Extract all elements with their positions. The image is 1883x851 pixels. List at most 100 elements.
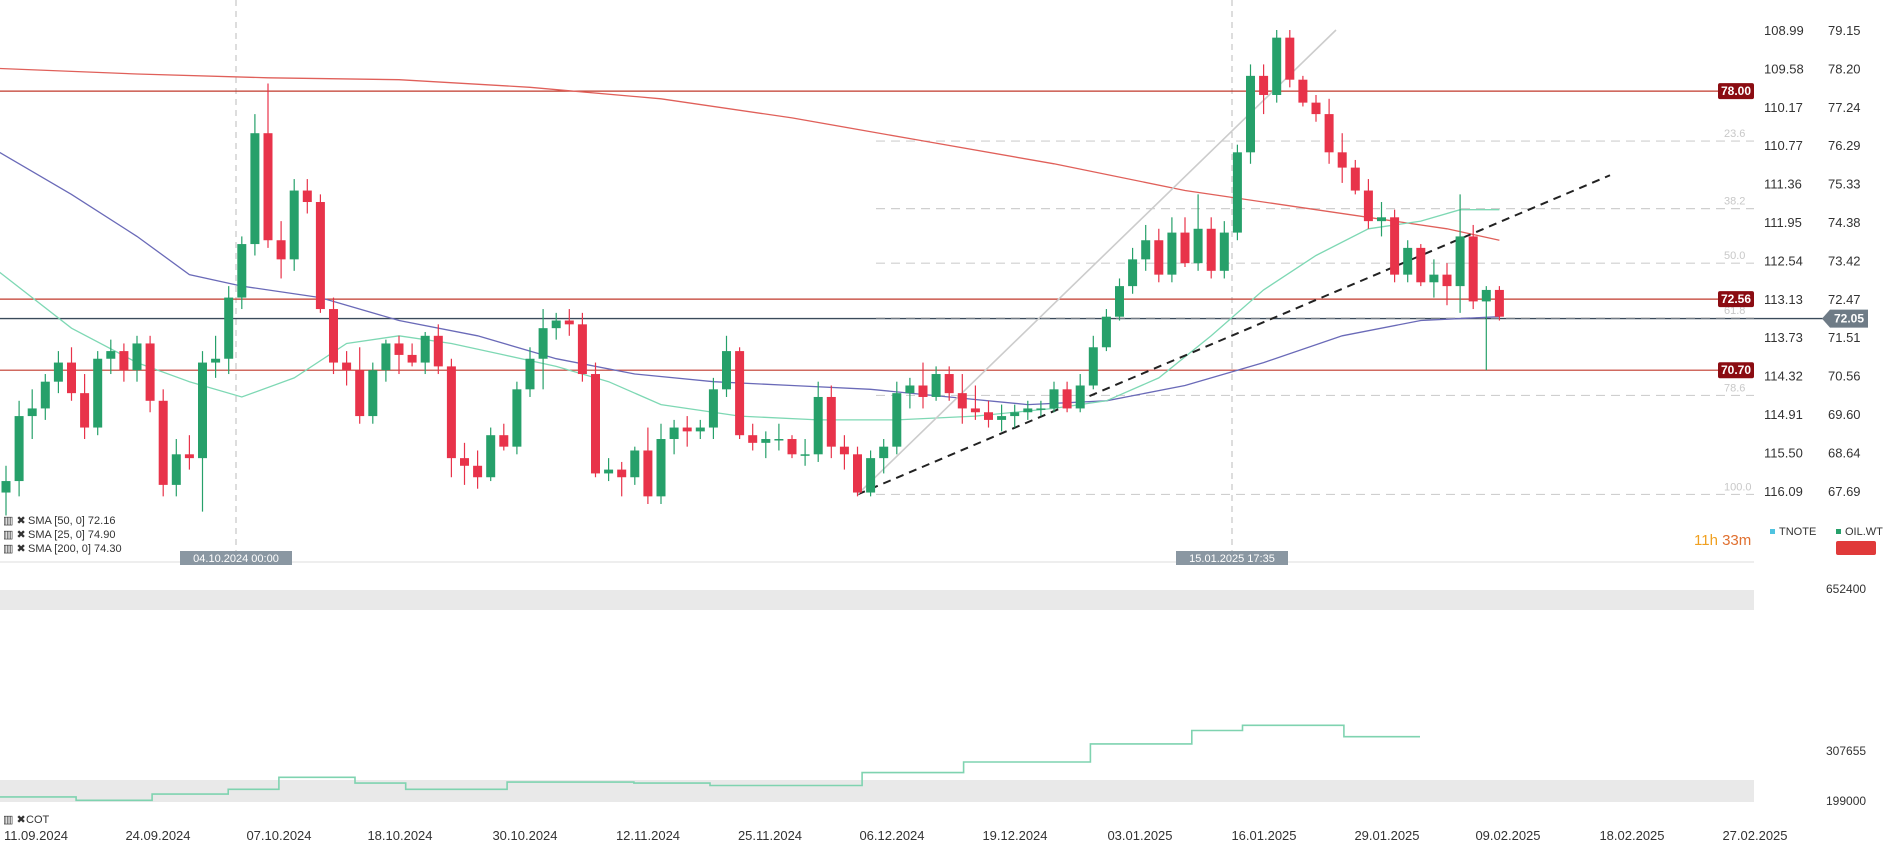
candle-body[interactable] — [1285, 37, 1295, 80]
candle-body[interactable] — [1442, 274, 1452, 287]
candle[interactable] — [80, 374, 90, 440]
candle-body[interactable] — [525, 358, 535, 390]
candle-body[interactable] — [564, 320, 574, 325]
candle-body[interactable] — [1062, 389, 1072, 409]
candle[interactable] — [892, 381, 902, 455]
candle-body[interactable] — [302, 190, 312, 203]
candle-body[interactable] — [407, 354, 417, 363]
candle-body[interactable] — [158, 400, 168, 485]
candle-body[interactable] — [708, 389, 718, 428]
candle[interactable] — [473, 450, 483, 489]
candle-body[interactable] — [656, 439, 666, 497]
candle[interactable] — [1141, 224, 1151, 271]
candle[interactable] — [276, 221, 286, 279]
level-badges[interactable]: 78.00 72.56 70.70 72.05 — [1718, 83, 1868, 379]
candle[interactable] — [564, 309, 574, 336]
candle-body[interactable] — [40, 381, 50, 409]
candle-body[interactable] — [1219, 232, 1229, 271]
candle-body[interactable] — [1023, 408, 1033, 413]
candle[interactable] — [198, 351, 207, 512]
candle[interactable] — [1350, 159, 1360, 195]
candle[interactable] — [512, 381, 522, 455]
candle[interactable] — [394, 335, 404, 375]
sma-legend-item[interactable]: ▥ ✖ SMA [200, 0] 74.30 — [3, 543, 122, 555]
candle[interactable] — [944, 366, 954, 401]
candle-body[interactable] — [1259, 75, 1269, 95]
candle[interactable] — [93, 351, 103, 436]
candle[interactable] — [970, 385, 980, 420]
sma-legend-item[interactable]: ▥ ✖ SMA [25, 0] 74.90 — [3, 529, 115, 541]
candle-body[interactable] — [682, 427, 692, 432]
candle-body[interactable] — [14, 416, 24, 482]
candle-body[interactable] — [512, 389, 522, 447]
instrument-legend[interactable]: TNOTE OIL.WTI — [1770, 526, 1883, 555]
candle-body[interactable] — [486, 435, 496, 478]
candle-body[interactable] — [329, 309, 338, 363]
candle-body[interactable] — [853, 454, 862, 493]
candle-body[interactable] — [892, 393, 902, 447]
candle-body[interactable] — [1128, 259, 1138, 287]
candle-body[interactable] — [342, 362, 352, 371]
candle[interactable] — [158, 389, 168, 497]
candle-body[interactable] — [184, 454, 194, 459]
candle[interactable] — [27, 389, 37, 440]
candle-body[interactable] — [1101, 316, 1111, 348]
candle-body[interactable] — [1246, 75, 1255, 153]
candle-body[interactable] — [1036, 408, 1046, 410]
candle-body[interactable] — [1337, 152, 1347, 168]
candle[interactable] — [40, 374, 50, 420]
candle[interactable] — [604, 458, 614, 482]
candle[interactable] — [656, 423, 666, 504]
candle[interactable] — [538, 309, 548, 390]
candle[interactable] — [957, 374, 967, 424]
candle[interactable] — [355, 347, 365, 424]
candle-body[interactable] — [1324, 114, 1334, 153]
candle[interactable] — [381, 339, 391, 382]
candle[interactable] — [407, 343, 417, 367]
candle[interactable] — [1363, 179, 1373, 229]
candle-body[interactable] — [355, 370, 365, 417]
candle[interactable] — [1442, 263, 1452, 306]
candle[interactable] — [224, 286, 234, 375]
cot-legend[interactable]: ▥ ✖ COT — [3, 814, 50, 826]
candle[interactable] — [1272, 30, 1282, 103]
level-price-badge[interactable]: 70.70 — [1718, 362, 1754, 379]
candle-body[interactable] — [198, 362, 207, 459]
candle[interactable] — [53, 351, 63, 394]
candle[interactable] — [171, 439, 181, 497]
candle-body[interactable] — [263, 133, 273, 241]
candle-body[interactable] — [368, 370, 378, 417]
candle[interactable] — [1377, 202, 1386, 237]
candle[interactable] — [774, 423, 784, 451]
candle-body[interactable] — [630, 450, 640, 478]
candle[interactable] — [368, 362, 378, 424]
candle[interactable] — [145, 335, 155, 413]
candle-body[interactable] — [761, 439, 771, 443]
candle[interactable] — [866, 450, 876, 497]
candle-body[interactable] — [905, 385, 915, 394]
level-price-badge[interactable]: 72.56 — [1718, 291, 1754, 308]
candle-body[interactable] — [787, 439, 797, 455]
sma-legend-item[interactable]: ▥ ✖ SMA [50, 0] 72.16 — [3, 515, 115, 527]
candle-body[interactable] — [813, 396, 823, 455]
candle[interactable] — [1246, 64, 1255, 164]
candle-body[interactable] — [944, 374, 954, 394]
candle[interactable] — [119, 343, 129, 382]
candle[interactable] — [1023, 400, 1033, 420]
candle-body[interactable] — [446, 366, 456, 459]
candle-body[interactable] — [1075, 385, 1085, 409]
candle[interactable] — [446, 358, 456, 478]
candle-body[interactable] — [997, 416, 1007, 420]
candle[interactable] — [722, 335, 731, 397]
candle[interactable] — [1101, 309, 1111, 352]
candle-body[interactable] — [1363, 190, 1373, 222]
candle[interactable] — [237, 236, 247, 310]
candle-body[interactable] — [984, 412, 993, 420]
candle[interactable] — [617, 461, 627, 497]
candle-body[interactable] — [1494, 289, 1504, 317]
candle-body[interactable] — [591, 374, 600, 474]
candle-body[interactable] — [1154, 240, 1164, 275]
candle[interactable] — [1128, 247, 1138, 294]
candle[interactable] — [525, 347, 535, 397]
candle-body[interactable] — [171, 454, 181, 485]
